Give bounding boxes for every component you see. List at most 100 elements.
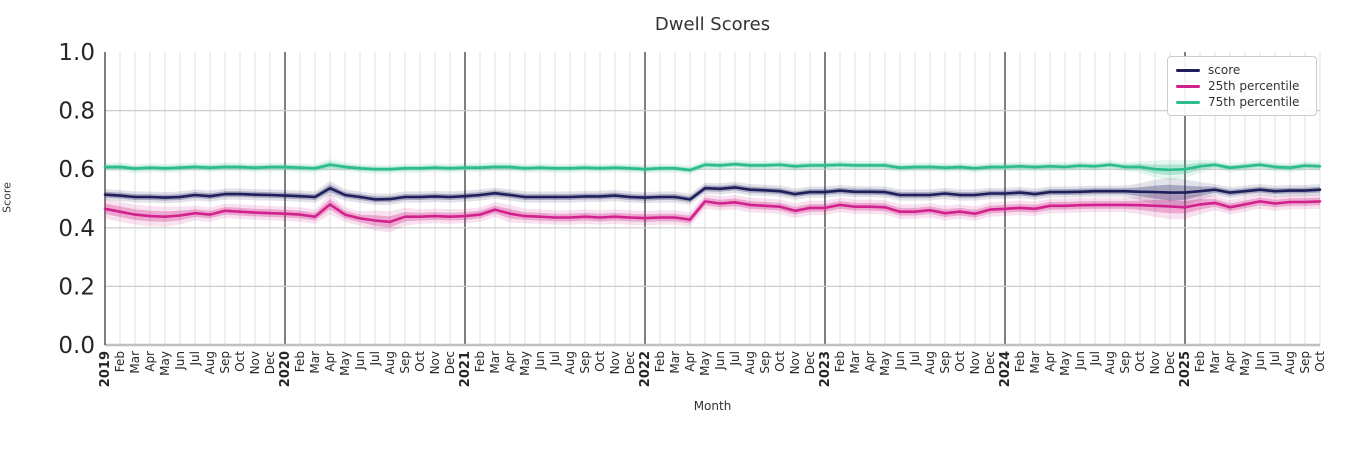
svg-text:Nov: Nov: [788, 351, 802, 374]
svg-text:Jul: Jul: [1268, 351, 1282, 366]
legend-label-score: score: [1208, 63, 1241, 77]
svg-text:Jun: Jun: [353, 351, 367, 371]
svg-text:Mar: Mar: [668, 351, 682, 374]
svg-text:Jul: Jul: [548, 351, 562, 366]
svg-text:Aug: Aug: [743, 351, 757, 374]
svg-text:Aug: Aug: [923, 351, 937, 374]
svg-text:Jul: Jul: [908, 351, 922, 366]
svg-text:Jul: Jul: [1088, 351, 1102, 366]
svg-text:Aug: Aug: [1103, 351, 1117, 374]
legend-item-75th-percentile: 75th percentile: [1176, 94, 1308, 110]
svg-text:May: May: [878, 351, 892, 376]
svg-text:0.0: 0.0: [58, 333, 95, 359]
svg-text:Apr: Apr: [683, 351, 697, 372]
svg-text:Jun: Jun: [533, 351, 547, 371]
legend-swatch-score: [1176, 68, 1200, 72]
svg-text:May: May: [338, 351, 352, 376]
svg-text:Mar: Mar: [308, 351, 322, 374]
svg-text:Jul: Jul: [368, 351, 382, 366]
svg-text:Nov: Nov: [248, 351, 262, 374]
svg-text:0.8: 0.8: [58, 99, 95, 125]
svg-text:Jun: Jun: [1073, 351, 1087, 371]
svg-text:Jun: Jun: [1253, 351, 1267, 371]
legend-swatch-75th-percentile: [1176, 100, 1200, 104]
svg-text:Dec: Dec: [803, 351, 817, 374]
legend-label-25th-percentile: 25th percentile: [1208, 79, 1300, 93]
svg-text:2025: 2025: [1178, 351, 1193, 387]
svg-text:0.6: 0.6: [58, 157, 95, 183]
svg-text:2023: 2023: [818, 351, 833, 387]
svg-text:Mar: Mar: [848, 351, 862, 374]
svg-text:Feb: Feb: [1193, 351, 1207, 372]
svg-text:May: May: [1058, 351, 1072, 376]
svg-text:Mar: Mar: [1208, 351, 1222, 374]
svg-text:May: May: [518, 351, 532, 376]
svg-text:0.4: 0.4: [58, 216, 95, 242]
svg-text:Sep: Sep: [398, 351, 412, 374]
svg-text:Feb: Feb: [1013, 351, 1027, 372]
legend-label-75th-percentile: 75th percentile: [1208, 95, 1300, 109]
svg-text:Apr: Apr: [143, 351, 157, 372]
svg-text:2024: 2024: [998, 351, 1013, 387]
svg-text:0.2: 0.2: [58, 274, 95, 300]
svg-text:2020: 2020: [278, 351, 293, 387]
chart-title: Dwell Scores: [654, 14, 771, 35]
svg-text:Dec: Dec: [623, 351, 637, 374]
svg-text:Feb: Feb: [113, 351, 127, 372]
svg-text:Apr: Apr: [863, 351, 877, 372]
x-axis-label: Month: [693, 399, 732, 413]
svg-text:Nov: Nov: [428, 351, 442, 374]
svg-text:Feb: Feb: [293, 351, 307, 372]
svg-text:Sep: Sep: [758, 351, 772, 374]
svg-text:Apr: Apr: [1043, 351, 1057, 372]
svg-text:Sep: Sep: [578, 351, 592, 374]
svg-text:Jun: Jun: [893, 351, 907, 371]
svg-text:Oct: Oct: [233, 351, 247, 372]
svg-text:Jul: Jul: [188, 351, 202, 366]
legend-item-score: score: [1176, 62, 1308, 78]
svg-text:2022: 2022: [638, 351, 653, 387]
svg-text:Jun: Jun: [713, 351, 727, 371]
svg-text:Sep: Sep: [218, 351, 232, 374]
svg-text:Aug: Aug: [383, 351, 397, 374]
legend-swatch-25th-percentile: [1176, 84, 1200, 88]
svg-text:Mar: Mar: [128, 351, 142, 374]
svg-text:Jul: Jul: [728, 351, 742, 366]
svg-text:2021: 2021: [458, 351, 473, 387]
svg-text:May: May: [1238, 351, 1252, 376]
svg-text:Aug: Aug: [563, 351, 577, 374]
svg-text:Jun: Jun: [173, 351, 187, 371]
svg-text:Nov: Nov: [608, 351, 622, 374]
svg-text:Mar: Mar: [488, 351, 502, 374]
svg-text:Oct: Oct: [593, 351, 607, 372]
svg-text:Dec: Dec: [443, 351, 457, 374]
svg-text:May: May: [158, 351, 172, 376]
legend-item-25th-percentile: 25th percentile: [1176, 78, 1308, 94]
svg-text:Sep: Sep: [1298, 351, 1312, 374]
svg-text:Mar: Mar: [1028, 351, 1042, 374]
svg-text:Nov: Nov: [968, 351, 982, 374]
svg-text:May: May: [698, 351, 712, 376]
svg-text:Oct: Oct: [1133, 351, 1147, 372]
svg-text:Apr: Apr: [1223, 351, 1237, 372]
svg-text:1.0: 1.0: [58, 40, 95, 66]
svg-text:Sep: Sep: [938, 351, 952, 374]
svg-text:Dec: Dec: [983, 351, 997, 374]
svg-text:Dec: Dec: [263, 351, 277, 374]
svg-text:Aug: Aug: [203, 351, 217, 374]
svg-text:Apr: Apr: [323, 351, 337, 372]
svg-text:Nov: Nov: [1148, 351, 1162, 374]
svg-text:Feb: Feb: [833, 351, 847, 372]
svg-text:Feb: Feb: [653, 351, 667, 372]
svg-text:Oct: Oct: [773, 351, 787, 372]
svg-text:Oct: Oct: [413, 351, 427, 372]
svg-text:Feb: Feb: [473, 351, 487, 372]
svg-text:Sep: Sep: [1118, 351, 1132, 374]
svg-text:2019: 2019: [98, 351, 113, 387]
svg-text:Oct: Oct: [953, 351, 967, 372]
svg-text:Dec: Dec: [1163, 351, 1177, 374]
svg-text:Oct: Oct: [1313, 351, 1327, 372]
